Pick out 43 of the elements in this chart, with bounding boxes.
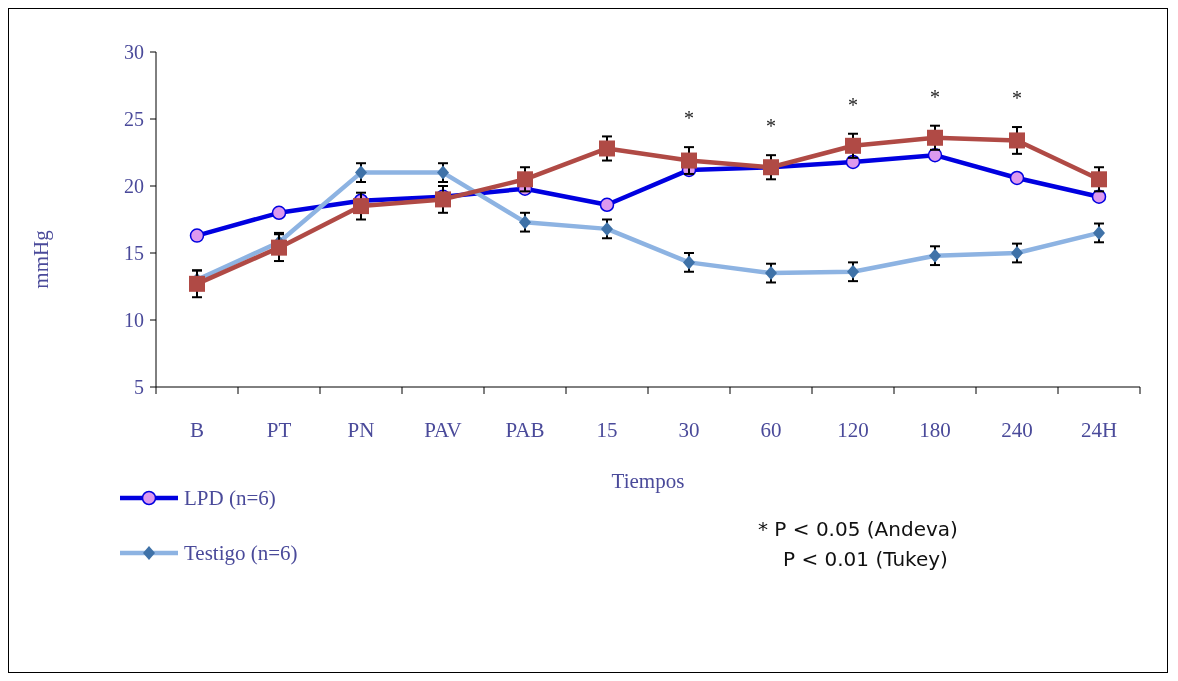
x-tick-label: PN [347, 418, 375, 442]
text: * P < 0.05 (Andeva) [758, 517, 958, 541]
legend-label: LPD (n=6) [184, 486, 276, 511]
point [189, 228, 205, 243]
point [1009, 170, 1025, 186]
annotation: * [684, 107, 694, 130]
x-tick-label: PAB [505, 418, 545, 442]
annotation: * [766, 115, 776, 138]
point [681, 152, 697, 169]
x-tick-label: 180 [919, 418, 951, 442]
annotation: * [848, 93, 858, 116]
x-axis-title: Tiempos [611, 469, 685, 493]
y-axis-title: mmHg [29, 229, 53, 289]
y-tick-label: 30 [124, 41, 144, 63]
point [1091, 171, 1107, 188]
point [845, 137, 861, 154]
x-tick-label: 60 [760, 418, 782, 442]
y-tick-label: 10 [124, 309, 144, 331]
x-tick-label: 24H [1080, 418, 1118, 442]
y-tick-label: 5 [134, 376, 144, 398]
x-tick-label: B [189, 418, 205, 442]
point [353, 198, 369, 215]
x-tick-label: 15 [596, 418, 618, 442]
x-tick-label: 120 [837, 418, 869, 442]
point [599, 197, 615, 213]
x-tick-label: PT [266, 418, 292, 442]
y-tick-label: 25 [124, 108, 144, 130]
point [271, 205, 287, 221]
x-tick-label: 240 [1001, 418, 1033, 442]
x-tick-label: 30 [678, 418, 700, 442]
y-tick-label: 15 [124, 242, 144, 264]
point [189, 275, 205, 292]
text: P < 0.01 (Tukey) [783, 547, 948, 571]
x-tick-label: PAV [424, 418, 462, 442]
annotation: * [930, 85, 940, 108]
annotation: * [1012, 87, 1022, 110]
point [927, 129, 943, 146]
point [435, 191, 451, 208]
point [599, 140, 615, 157]
point [1009, 132, 1025, 149]
y-tick-label: 20 [124, 175, 144, 197]
point [517, 171, 533, 188]
legend-label: Testigo (n=6) [184, 541, 298, 566]
